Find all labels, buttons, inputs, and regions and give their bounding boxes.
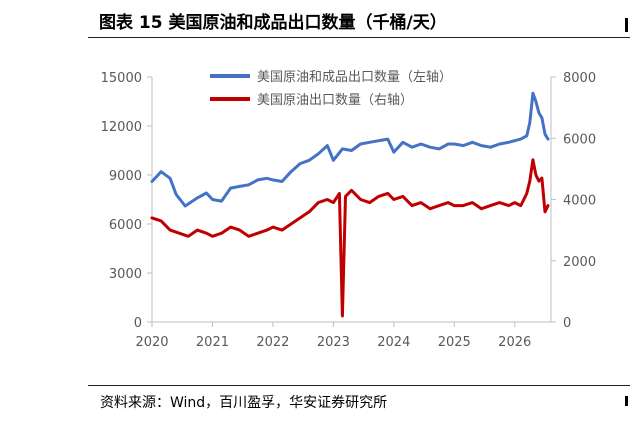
axes: 2020 2021 2022 2023 2024 2025 2026 0 3000 6000 900… xyxy=(101,71,596,350)
title-rule xyxy=(88,37,630,38)
x-tick-label: 2025 xyxy=(438,335,471,350)
y-right-tick-label: 0 xyxy=(563,316,571,331)
x-tick-label: 2026 xyxy=(498,335,531,350)
source-rule xyxy=(88,385,630,386)
edge-mark-bottom xyxy=(625,396,628,406)
y-left-tick-label: 15000 xyxy=(101,71,142,86)
series-line-total-exports xyxy=(150,91,550,208)
x-tick-label: 2020 xyxy=(135,335,168,350)
y-left-tick-label: 3000 xyxy=(109,267,142,282)
legend-label: 美国原油和成品出口数量（左轴） xyxy=(257,70,452,85)
y-left-tick-label: 0 xyxy=(134,316,142,331)
x-tick-label: 2023 xyxy=(317,335,350,350)
figure-title: 图表 15 美国原油和成品出口数量（千桶/天） xyxy=(99,13,447,33)
x-tick-label: 2022 xyxy=(256,335,289,350)
y-right-tick-label: 8000 xyxy=(563,71,596,86)
y-left-tick-label: 9000 xyxy=(109,169,142,184)
y-left-tick-label: 6000 xyxy=(109,218,142,233)
edge-mark-top xyxy=(625,18,628,32)
legend-label: 美国原油出口数量（右轴） xyxy=(257,93,413,108)
source-note: 资料来源：Wind，百川盈孚，华安证券研究所 xyxy=(100,395,388,411)
legend: 美国原油和成品出口数量（左轴） 美国原油出口数量（右轴） xyxy=(210,70,452,108)
y-right-tick-label: 4000 xyxy=(563,194,596,209)
series-lines xyxy=(150,91,550,318)
y-left-tick-label: 12000 xyxy=(101,120,142,135)
x-tick-label: 2024 xyxy=(377,335,410,350)
series-line-crude-exports xyxy=(150,158,550,318)
x-tick-label: 2021 xyxy=(196,335,229,350)
y-right-tick-label: 6000 xyxy=(563,132,596,147)
y-right-tick-label: 2000 xyxy=(563,255,596,270)
